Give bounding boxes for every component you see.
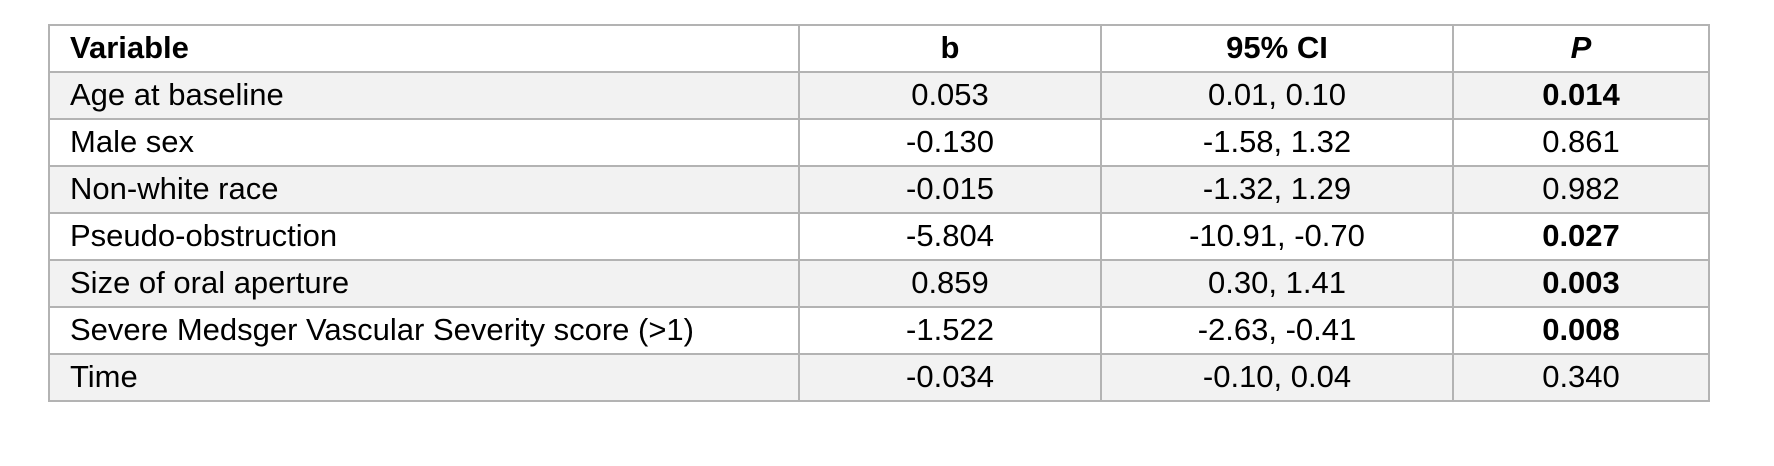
regression-results-table: Variable b 95% CI P Age at baseline 0.053… bbox=[48, 24, 1710, 402]
cell-p: 0.861 bbox=[1452, 118, 1710, 167]
cell-variable: Severe Medsger Vascular Severity score (… bbox=[48, 306, 800, 355]
cell-b: -0.015 bbox=[798, 165, 1102, 214]
cell-ci: -1.32, 1.29 bbox=[1100, 165, 1454, 214]
table-row: Male sex -0.130 -1.58, 1.32 0.861 bbox=[48, 118, 1710, 167]
table-row: Pseudo-obstruction -5.804 -10.91, -0.70 0.0… bbox=[48, 212, 1710, 261]
table-body: Age at baseline 0.053 0.01, 0.10 0.014 Male … bbox=[48, 71, 1710, 402]
cell-p: 0.982 bbox=[1452, 165, 1710, 214]
cell-b: -0.130 bbox=[798, 118, 1102, 167]
table-row: Time -0.034 -0.10, 0.04 0.340 bbox=[48, 353, 1710, 402]
cell-b: -0.034 bbox=[798, 353, 1102, 402]
cell-variable: Pseudo-obstruction bbox=[48, 212, 800, 261]
cell-b: -5.804 bbox=[798, 212, 1102, 261]
cell-b: 0.053 bbox=[798, 71, 1102, 120]
column-header-b: b bbox=[798, 24, 1102, 73]
cell-ci: 0.30, 1.41 bbox=[1100, 259, 1454, 308]
cell-p: 0.008 bbox=[1452, 306, 1710, 355]
cell-variable: Age at baseline bbox=[48, 71, 800, 120]
cell-ci: -2.63, -0.41 bbox=[1100, 306, 1454, 355]
cell-variable: Male sex bbox=[48, 118, 800, 167]
table-row: Non-white race -0.015 -1.32, 1.29 0.982 bbox=[48, 165, 1710, 214]
table-row: Size of oral aperture 0.859 0.30, 1.41 0.00… bbox=[48, 259, 1710, 308]
cell-variable: Time bbox=[48, 353, 800, 402]
cell-ci: -10.91, -0.70 bbox=[1100, 212, 1454, 261]
cell-variable: Non-white race bbox=[48, 165, 800, 214]
header-row: Variable b 95% CI P bbox=[48, 24, 1710, 73]
cell-b: -1.522 bbox=[798, 306, 1102, 355]
cell-variable: Size of oral aperture bbox=[48, 259, 800, 308]
cell-p: 0.027 bbox=[1452, 212, 1710, 261]
table-row: Age at baseline 0.053 0.01, 0.10 0.014 bbox=[48, 71, 1710, 120]
column-header-ci: 95% CI bbox=[1100, 24, 1454, 73]
cell-ci: -0.10, 0.04 bbox=[1100, 353, 1454, 402]
cell-ci: 0.01, 0.10 bbox=[1100, 71, 1454, 120]
cell-b: 0.859 bbox=[798, 259, 1102, 308]
cell-ci: -1.58, 1.32 bbox=[1100, 118, 1454, 167]
column-header-p: P bbox=[1452, 24, 1710, 73]
column-header-variable: Variable bbox=[48, 24, 800, 73]
cell-p: 0.014 bbox=[1452, 71, 1710, 120]
cell-p: 0.003 bbox=[1452, 259, 1710, 308]
table-row: Severe Medsger Vascular Severity score (… bbox=[48, 306, 1710, 355]
cell-p: 0.340 bbox=[1452, 353, 1710, 402]
